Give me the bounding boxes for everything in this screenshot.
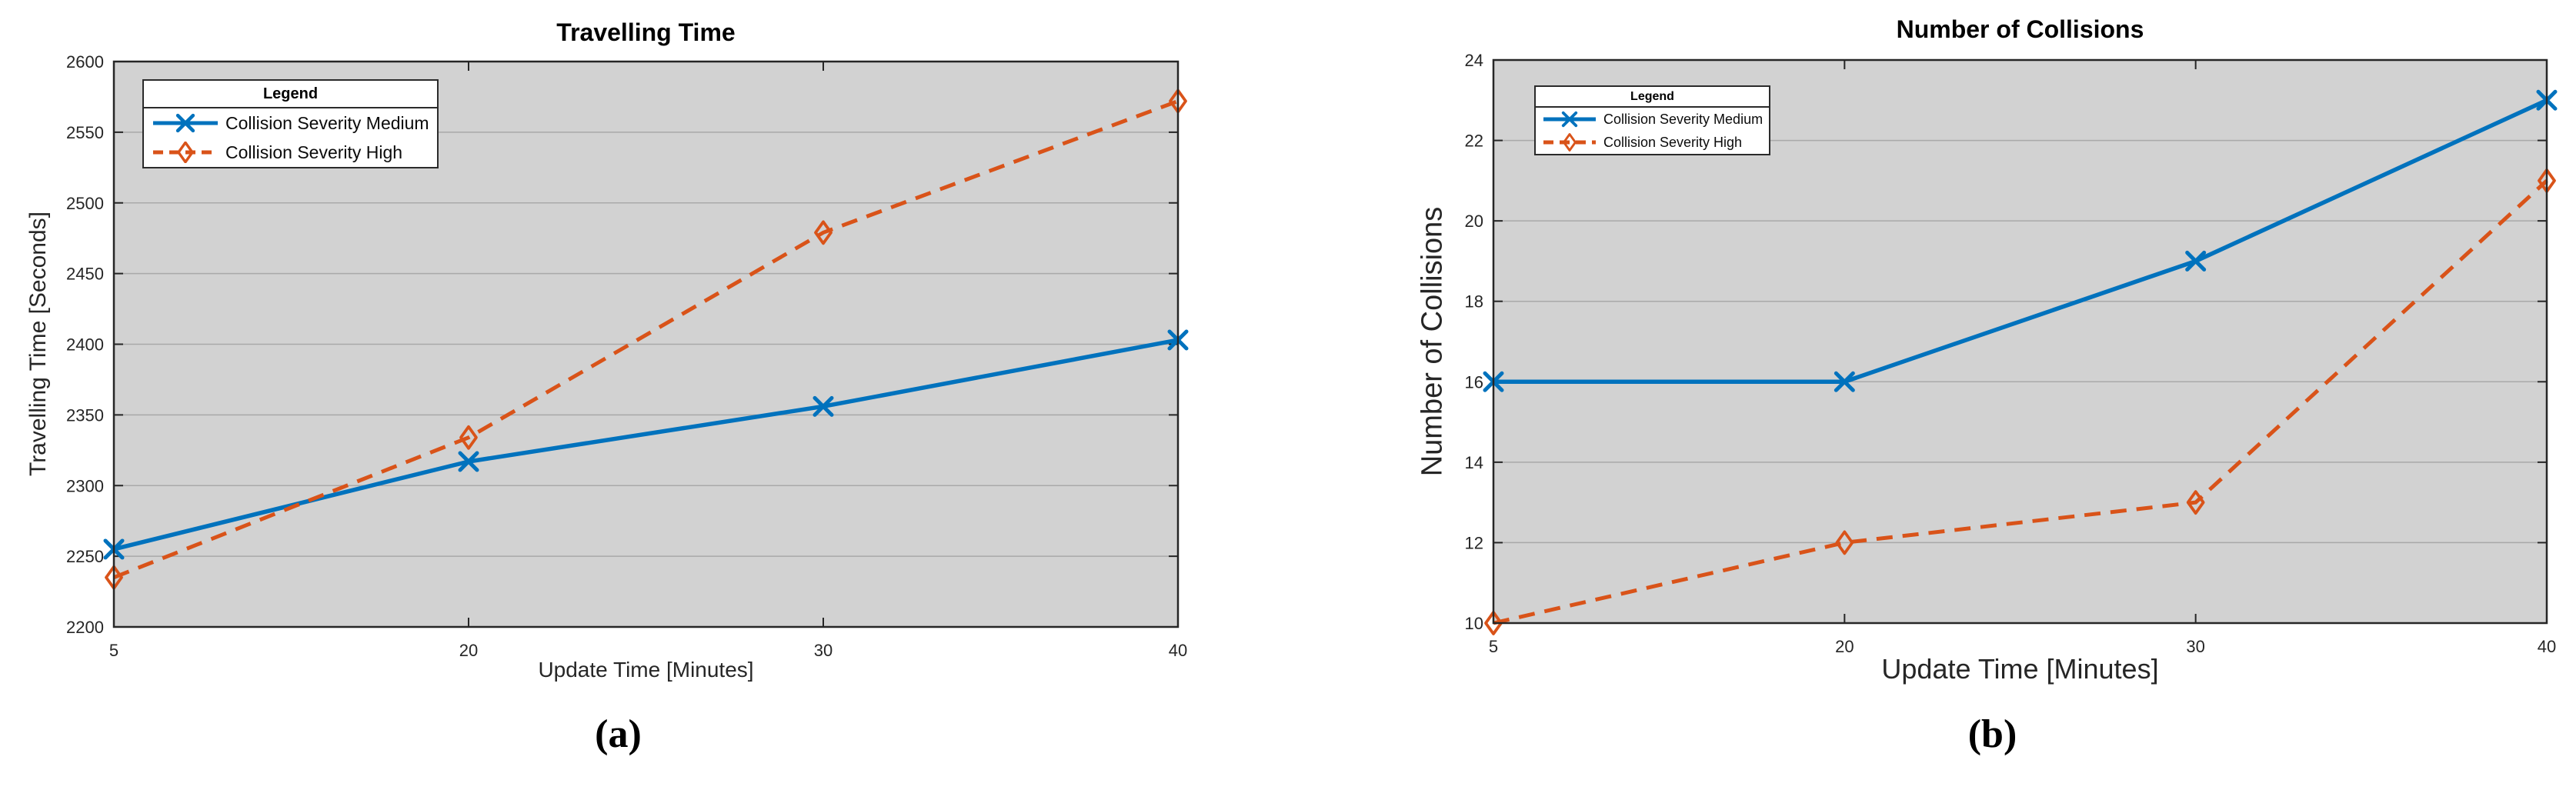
svg-text:20: 20	[1835, 637, 1854, 656]
svg-text:2200: 2200	[66, 618, 104, 637]
svg-text:2450: 2450	[66, 265, 104, 284]
svg-text:20: 20	[459, 641, 478, 660]
svg-text:2600: 2600	[66, 52, 104, 72]
legend-entry-label: Collision Severity Medium	[225, 112, 429, 133]
svg-text:12: 12	[1465, 533, 1483, 552]
svg-text:30: 30	[2186, 637, 2204, 656]
svg-text:20: 20	[1465, 212, 1483, 231]
legend-swatch-medium-icon	[153, 113, 218, 133]
svg-text:2350: 2350	[66, 405, 104, 425]
svg-text:2550: 2550	[66, 123, 104, 142]
svg-text:2400: 2400	[66, 335, 104, 355]
svg-text:2250: 2250	[66, 547, 104, 566]
svg-text:24: 24	[1465, 51, 1483, 70]
x-axis-label-right: Update Time [Minutes]	[1881, 653, 2159, 685]
svg-text:2300: 2300	[66, 476, 104, 495]
subfigure-caption-b: (b)	[1967, 712, 2017, 756]
chart-title-travelling-time: Travelling Time	[556, 18, 736, 46]
svg-text:40: 40	[1169, 641, 1187, 660]
legend-swatch-medium-icon	[1543, 111, 1596, 128]
legend-entry-label: Collision Severity High	[225, 142, 403, 162]
svg-text:30: 30	[814, 641, 833, 660]
svg-text:5: 5	[1489, 637, 1498, 656]
chart-title-number-of-collisions: Number of Collisions	[1896, 15, 2144, 43]
y-axis-label-travelling-time: Travelling Time [Seconds]	[25, 211, 51, 477]
svg-text:14: 14	[1465, 453, 1483, 472]
legend-entry-label: Collision Severity High	[1603, 134, 1743, 150]
legend-entry-medium: Collision Severity Medium	[1536, 108, 1769, 131]
x-axis-label-left: Update Time [Minutes]	[538, 658, 754, 682]
legend-box-right: Legend Collision Severity Medium Collisi…	[1534, 85, 1770, 155]
legend-swatch-high-icon	[1543, 133, 1596, 152]
legend-title: Legend	[144, 81, 437, 108]
y-axis-label-collisions: Number of Collisions	[1416, 206, 1449, 477]
svg-text:16: 16	[1465, 372, 1483, 392]
legend-entry-high: Collision Severity High	[1536, 131, 1769, 154]
legend-swatch-high-icon	[153, 142, 218, 163]
legend-title: Legend	[1536, 87, 1769, 108]
svg-text:22: 22	[1465, 132, 1483, 151]
legend-entry-high: Collision Severity High	[144, 138, 437, 167]
svg-text:2500: 2500	[66, 194, 104, 213]
subfigure-caption-a: (a)	[595, 712, 642, 756]
svg-text:10: 10	[1465, 614, 1483, 633]
svg-text:40: 40	[2538, 637, 2556, 656]
legend-entry-medium: Collision Severity Medium	[144, 108, 437, 138]
svg-text:18: 18	[1465, 292, 1483, 312]
svg-text:5: 5	[109, 641, 118, 660]
legend-box-left: Legend Collision Severity Medium Collisi…	[142, 79, 439, 168]
legend-entry-label: Collision Severity Medium	[1603, 111, 1763, 127]
